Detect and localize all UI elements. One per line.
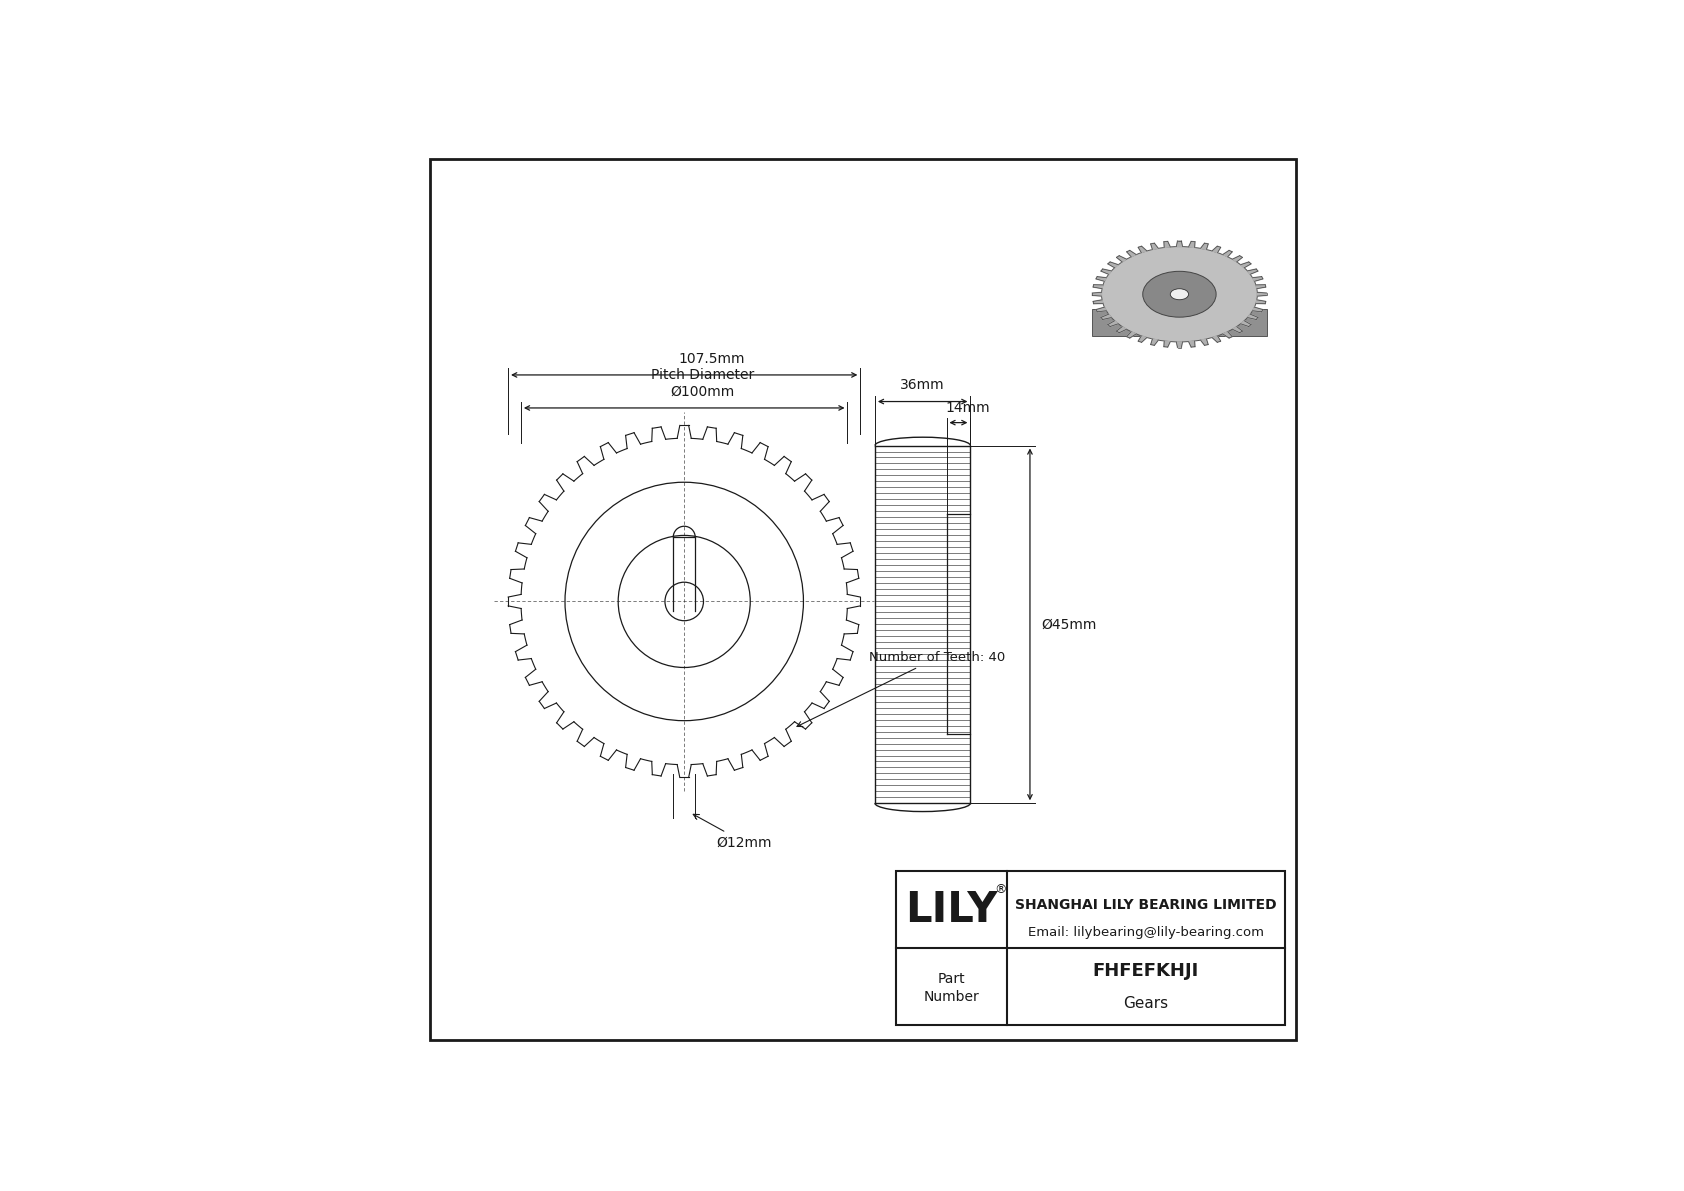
- Polygon shape: [1223, 250, 1233, 257]
- Polygon shape: [1258, 292, 1266, 297]
- Polygon shape: [1150, 339, 1159, 345]
- Polygon shape: [1108, 320, 1118, 326]
- Polygon shape: [1093, 285, 1103, 288]
- Polygon shape: [1101, 269, 1111, 274]
- FancyBboxPatch shape: [1093, 308, 1266, 336]
- Polygon shape: [1096, 276, 1106, 281]
- Text: 14mm: 14mm: [945, 401, 990, 416]
- Polygon shape: [1138, 247, 1147, 252]
- Polygon shape: [1256, 300, 1266, 304]
- Text: 36mm: 36mm: [901, 379, 945, 392]
- Polygon shape: [1189, 242, 1196, 248]
- Polygon shape: [1150, 243, 1159, 249]
- Polygon shape: [1116, 256, 1127, 262]
- Text: Number of Teeth: 40: Number of Teeth: 40: [797, 651, 1005, 727]
- Polygon shape: [1189, 341, 1196, 347]
- Polygon shape: [1127, 250, 1137, 257]
- Ellipse shape: [1101, 247, 1258, 342]
- Text: LILY: LILY: [906, 888, 997, 930]
- Text: Ø12mm: Ø12mm: [694, 815, 771, 849]
- Text: 107.5mm: 107.5mm: [679, 351, 744, 366]
- Polygon shape: [1241, 262, 1251, 268]
- Text: Pitch Diameter: Pitch Diameter: [652, 368, 754, 382]
- Bar: [896, 871, 1285, 1025]
- Polygon shape: [1253, 307, 1263, 312]
- Polygon shape: [1108, 262, 1118, 268]
- Polygon shape: [1164, 242, 1170, 248]
- Polygon shape: [1138, 336, 1147, 342]
- Polygon shape: [1212, 247, 1221, 252]
- Polygon shape: [1177, 241, 1182, 247]
- Polygon shape: [1201, 243, 1207, 249]
- Ellipse shape: [1143, 272, 1216, 317]
- Ellipse shape: [1170, 288, 1189, 300]
- Polygon shape: [1164, 341, 1170, 347]
- Polygon shape: [1241, 320, 1251, 326]
- Polygon shape: [1127, 331, 1137, 338]
- Polygon shape: [1093, 300, 1103, 304]
- Polygon shape: [1248, 314, 1258, 319]
- Text: Email: lilybearing@lily-bearing.com: Email: lilybearing@lily-bearing.com: [1027, 927, 1265, 940]
- Text: Ø100mm: Ø100mm: [670, 385, 734, 399]
- Polygon shape: [1096, 307, 1106, 312]
- Text: ®: ®: [994, 883, 1007, 896]
- Polygon shape: [1256, 285, 1266, 288]
- Polygon shape: [1233, 256, 1243, 262]
- Polygon shape: [1233, 326, 1243, 332]
- Polygon shape: [1248, 269, 1258, 274]
- Polygon shape: [1177, 342, 1182, 348]
- Polygon shape: [1253, 276, 1263, 281]
- Polygon shape: [1201, 339, 1207, 345]
- Text: Ø45mm: Ø45mm: [1041, 617, 1096, 631]
- Text: Part
Number: Part Number: [923, 972, 980, 1004]
- Polygon shape: [1093, 292, 1101, 297]
- Polygon shape: [1223, 331, 1233, 338]
- Polygon shape: [1116, 326, 1127, 332]
- Polygon shape: [1101, 314, 1111, 319]
- Text: Gears: Gears: [1123, 996, 1169, 1011]
- Text: SHANGHAI LILY BEARING LIMITED: SHANGHAI LILY BEARING LIMITED: [1015, 898, 1276, 912]
- Text: FHFEFKHJI: FHFEFKHJI: [1093, 962, 1199, 980]
- Polygon shape: [1212, 336, 1221, 342]
